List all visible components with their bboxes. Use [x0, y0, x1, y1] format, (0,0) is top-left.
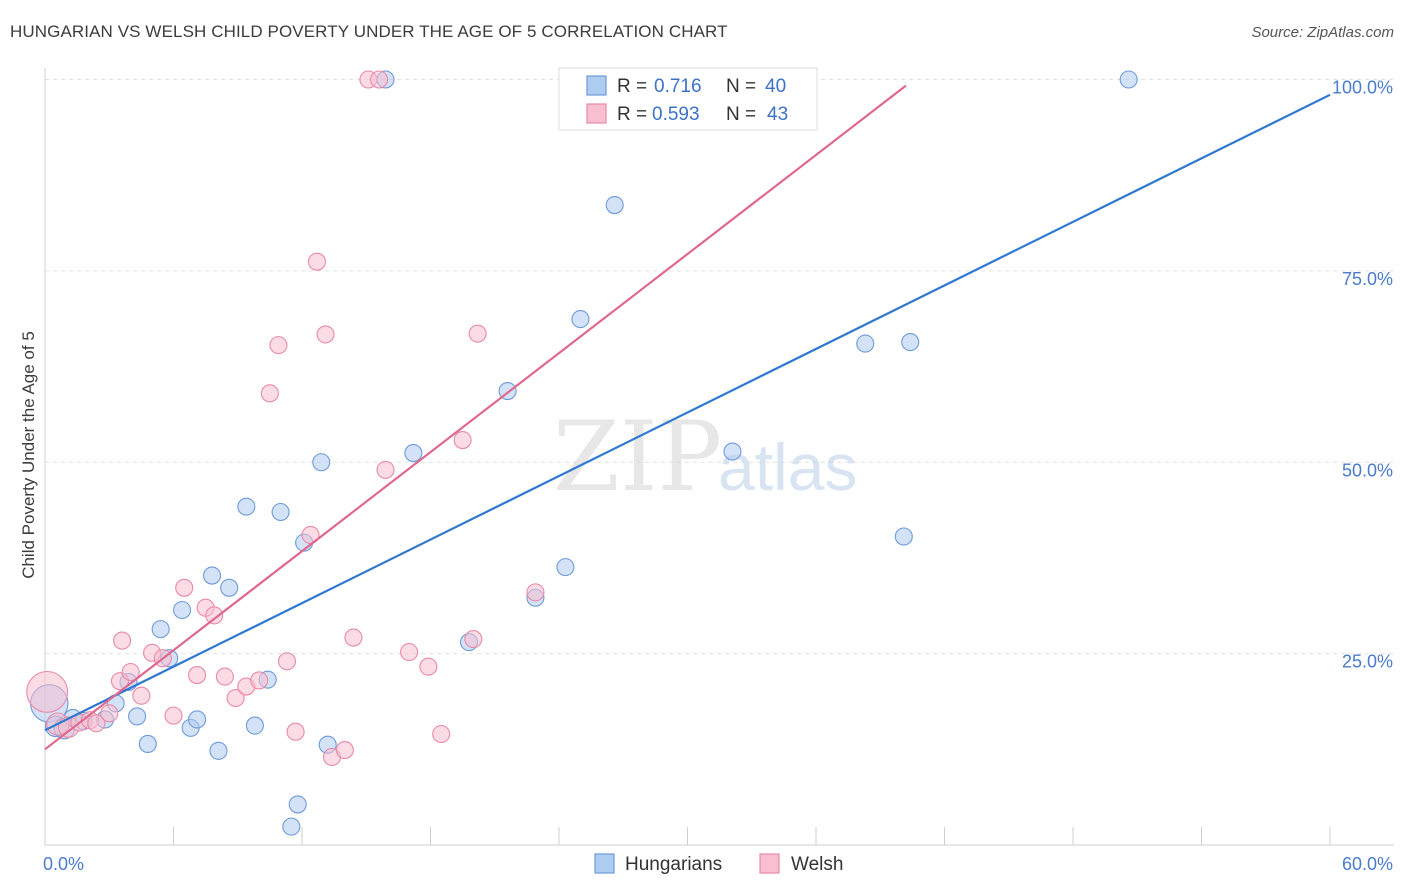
- welsh-point-37: [432, 724, 451, 744]
- welsh-point-18: [215, 667, 234, 686]
- welsh-point-30: [335, 741, 354, 760]
- legend-n-value-1: 40: [765, 76, 786, 97]
- y-tick-label-2: 75.0%: [1342, 269, 1393, 289]
- welsh-point-40: [468, 324, 487, 343]
- legend-r-value-1: 0.716: [654, 76, 702, 97]
- hungarians-point-10: [151, 620, 170, 639]
- welsh-point-0: [26, 670, 69, 713]
- welsh-point-5: [87, 714, 106, 733]
- hungarians-point-16: [209, 741, 228, 760]
- legend-r-value-2: 0.593: [652, 104, 700, 125]
- welsh-point-14: [175, 578, 194, 597]
- welsh-swatch: [586, 103, 607, 124]
- hungarians-point-18: [237, 497, 256, 516]
- welsh-point-23: [269, 336, 288, 355]
- welsh-point-31: [344, 628, 363, 647]
- hungarians-point-39: [1119, 70, 1138, 89]
- hungarians-point-19: [245, 716, 264, 735]
- trend-lines: [44, 84, 1331, 751]
- welsh-point-15: [188, 666, 207, 685]
- hungarians-point-22: [282, 817, 301, 836]
- x-tick-label-1: 60.0%: [1342, 854, 1393, 874]
- welsh-point-25: [286, 722, 305, 741]
- welsh-point-39: [464, 630, 483, 649]
- welsh-point-19: [226, 688, 245, 708]
- legend-n-label-1: N =: [726, 76, 756, 97]
- series-legend: Hungarians Welsh: [594, 853, 843, 875]
- hungarians-point-37: [901, 333, 920, 352]
- welsh-trend-line: [44, 84, 907, 751]
- hungarians-point-28: [404, 444, 423, 463]
- welsh-point-33: [370, 70, 389, 89]
- gridlines: [45, 79, 1394, 655]
- data-points: [26, 70, 1138, 836]
- chart-title: HUNGARIAN VS WELSH CHILD POVERTY UNDER T…: [10, 22, 728, 41]
- welsh-point-41: [526, 583, 545, 602]
- welsh-point-35: [400, 643, 419, 662]
- legend-n-label-2: N =: [726, 104, 756, 125]
- legend-welsh-swatch: [759, 853, 780, 874]
- hungarians-point-33: [571, 310, 590, 329]
- welsh-point-6: [100, 704, 119, 723]
- y-tick-label-0: 25.0%: [1342, 652, 1393, 672]
- watermark-zip: ZIP: [553, 401, 722, 513]
- welsh-point-10: [132, 686, 151, 705]
- hungarians-swatch: [586, 75, 607, 96]
- welsh-point-24: [277, 652, 297, 671]
- legend-hungarians-swatch: [594, 853, 615, 874]
- hungarians-point-34: [605, 195, 624, 215]
- welsh-point-34: [376, 460, 395, 479]
- hungarians-point-26: [312, 453, 331, 472]
- y-axis-title: Child Poverty Under the Age of 5: [19, 331, 38, 579]
- hungarians-point-9: [138, 734, 157, 754]
- welsh-point-8: [113, 631, 132, 650]
- legend-r-label-2: R =: [617, 104, 647, 125]
- legend-r-label-1: R =: [617, 76, 647, 97]
- legend-n-value-2: 43: [767, 104, 788, 125]
- hungarians-point-38: [894, 527, 913, 546]
- welsh-point-21: [250, 671, 269, 690]
- y-tick-label-1: 50.0%: [1342, 460, 1393, 480]
- y-tick-label-3: 100.0%: [1332, 78, 1393, 98]
- welsh-point-17: [205, 606, 224, 625]
- hungarians-point-12: [173, 600, 192, 620]
- welsh-point-38: [453, 431, 472, 450]
- welsh-point-36: [419, 657, 438, 676]
- hungarians-point-17: [220, 578, 239, 597]
- hungarians-point-32: [556, 558, 575, 577]
- hungarians-point-23: [288, 795, 307, 814]
- watermark-atlas: atlas: [718, 430, 857, 504]
- hungarians-trend-line: [44, 93, 1331, 732]
- welsh-point-13: [164, 706, 183, 725]
- welsh-point-27: [307, 252, 327, 271]
- hungarians-point-15: [203, 566, 222, 585]
- hungarians-point-21: [271, 502, 290, 522]
- welsh-point-22: [260, 384, 279, 403]
- welsh-point-28: [316, 325, 335, 344]
- hungarians-point-8: [128, 707, 147, 726]
- chart-source: Source: ZipAtlas.com: [1251, 24, 1394, 41]
- hungarians-point-14: [188, 710, 207, 729]
- stats-legend: R = 0.716 N = 40 R = 0.593 N = 43: [558, 67, 818, 131]
- legend-welsh-label: Welsh: [791, 854, 843, 875]
- hungarians-point-35: [723, 442, 742, 461]
- welsh-point-9: [121, 662, 140, 682]
- x-tick-label-0: 0.0%: [43, 854, 84, 874]
- watermark: ZIP atlas: [553, 401, 857, 513]
- legend-hungarians-label: Hungarians: [625, 854, 722, 875]
- hungarians-point-36: [856, 334, 875, 353]
